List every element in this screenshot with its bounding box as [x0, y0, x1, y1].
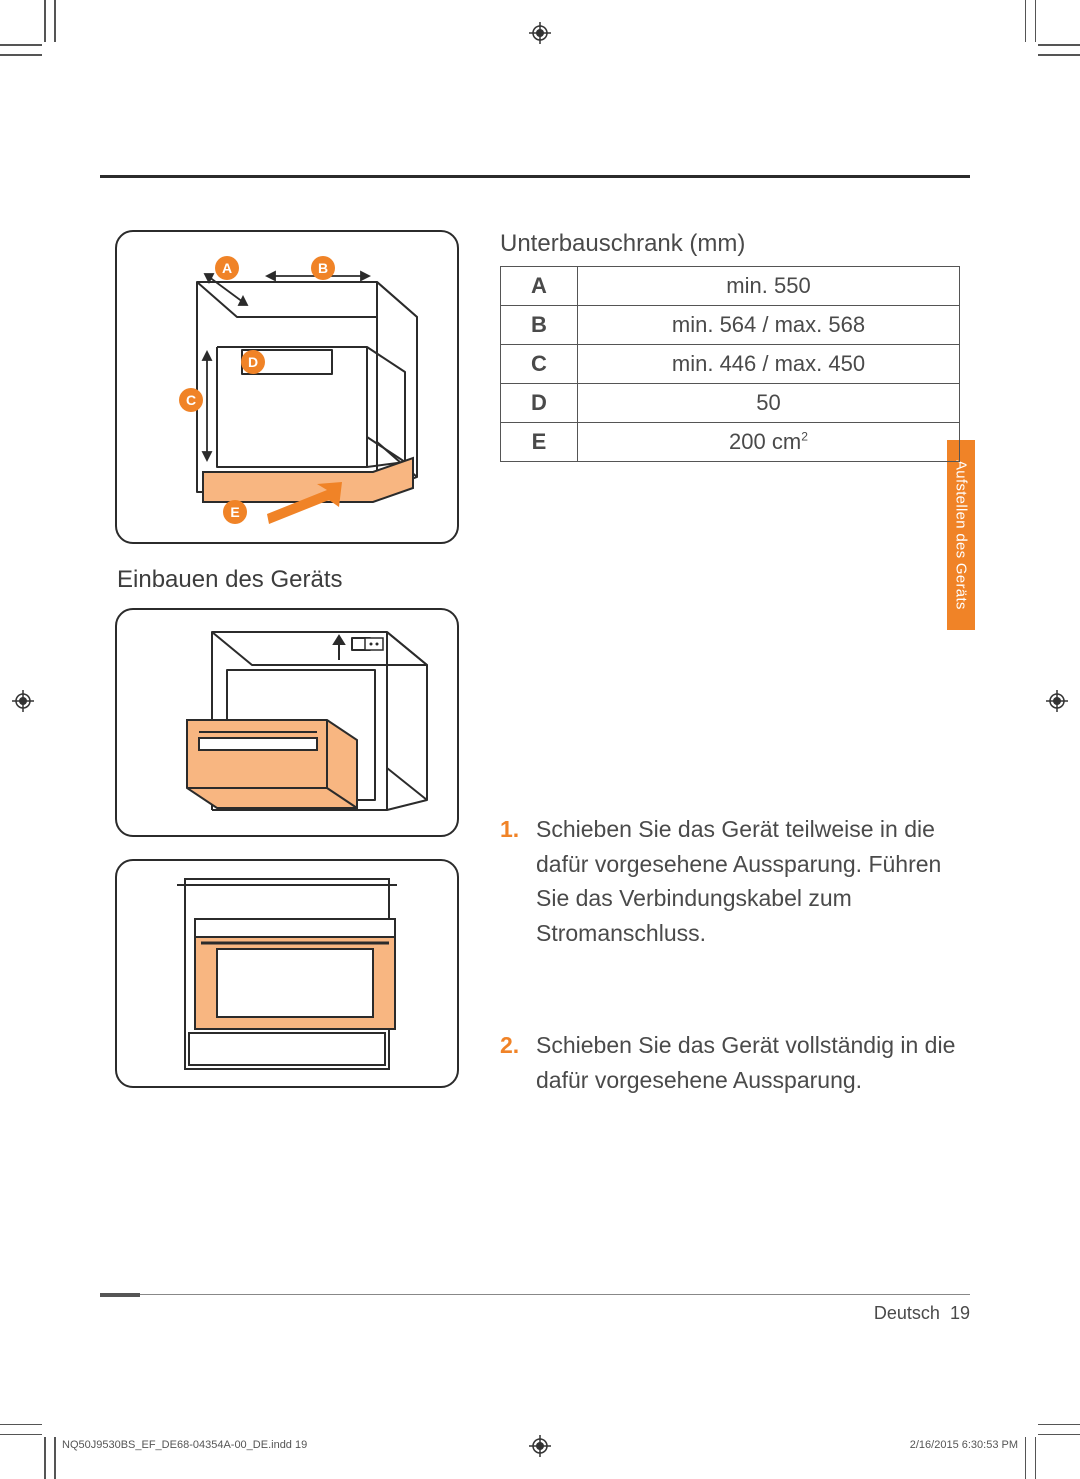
registration-mark-icon — [529, 1435, 551, 1457]
crop-mark — [1038, 54, 1080, 56]
crop-mark — [54, 0, 56, 42]
indd-filename: NQ50J9530BS_EF_DE68-04354A-00_DE.indd 19 — [62, 1439, 307, 1451]
crop-mark — [1038, 44, 1080, 46]
step-number: 2. — [500, 1028, 536, 1063]
crop-mark — [1025, 0, 1027, 42]
registration-mark-icon — [529, 22, 551, 44]
dim-val: min. 564 / max. 568 — [578, 306, 960, 345]
table-title: Unterbauschrank (mm) — [500, 230, 970, 258]
dim-key: A — [501, 267, 578, 306]
table-row: A min. 550 — [501, 267, 960, 306]
svg-text:E: E — [230, 504, 239, 520]
crop-mark — [54, 1437, 56, 1479]
crop-mark — [44, 0, 46, 42]
top-rule — [100, 175, 970, 178]
footer-lang: Deutsch — [874, 1303, 940, 1323]
table-row: B min. 564 / max. 568 — [501, 306, 960, 345]
table-row: E 200 cm2 — [501, 423, 960, 462]
svg-text:B: B — [318, 260, 328, 276]
crop-mark — [0, 1434, 42, 1436]
crop-mark — [1035, 0, 1037, 42]
install-step-1: 1. Schieben Sie das Gerät teilweise in d… — [500, 812, 970, 950]
registration-mark-icon — [12, 690, 34, 712]
crop-mark — [1025, 1437, 1027, 1479]
svg-text:C: C — [186, 392, 196, 408]
dim-val: 50 — [578, 384, 960, 423]
page: Aufstellen des Geräts — [0, 0, 1080, 1479]
registration-mark-icon — [1046, 690, 1068, 712]
step-text: Schieben Sie das Gerät teilweise in die … — [536, 812, 970, 950]
crop-mark — [1038, 1434, 1080, 1436]
dim-key: E — [501, 423, 578, 462]
step-number: 1. — [500, 812, 536, 847]
dim-key: B — [501, 306, 578, 345]
footer-text: Deutsch 19 — [874, 1303, 970, 1324]
diagram-install-step1 — [115, 608, 459, 837]
crop-mark — [1035, 1437, 1037, 1479]
footer-page: 19 — [950, 1303, 970, 1323]
left-column: A B C D E Einbauen des Geräts — [115, 230, 475, 1088]
dim-val: 200 cm2 — [578, 423, 960, 462]
right-column: Unterbauschrank (mm) A min. 550 B min. 5… — [500, 230, 970, 1097]
dim-key: D — [501, 384, 578, 423]
svg-text:D: D — [248, 354, 258, 370]
table-row: D 50 — [501, 384, 960, 423]
dim-key: C — [501, 345, 578, 384]
crop-mark — [1038, 1424, 1080, 1426]
export-timestamp: 2/16/2015 6:30:53 PM — [910, 1439, 1018, 1451]
diagram-install-step2 — [115, 859, 459, 1088]
crop-mark — [44, 1437, 46, 1479]
table-row: C min. 446 / max. 450 — [501, 345, 960, 384]
crop-mark — [0, 44, 42, 46]
dimensions-table: A min. 550 B min. 564 / max. 568 C min. … — [500, 266, 960, 462]
footer-rule — [100, 1294, 970, 1296]
content-area: Aufstellen des Geräts — [100, 90, 970, 1370]
subheading-install: Einbauen des Geräts — [117, 566, 475, 594]
dim-val: min. 446 / max. 450 — [578, 345, 960, 384]
crop-mark — [0, 1424, 42, 1426]
dim-val: min. 550 — [578, 267, 960, 306]
step-text: Schieben Sie das Gerät vollständig in di… — [536, 1028, 970, 1097]
crop-mark — [0, 54, 42, 56]
install-step-2: 2. Schieben Sie das Gerät vollständig in… — [500, 1028, 970, 1097]
diagram-cabinet-dimensions: A B C D E — [115, 230, 459, 544]
svg-text:A: A — [222, 260, 232, 276]
